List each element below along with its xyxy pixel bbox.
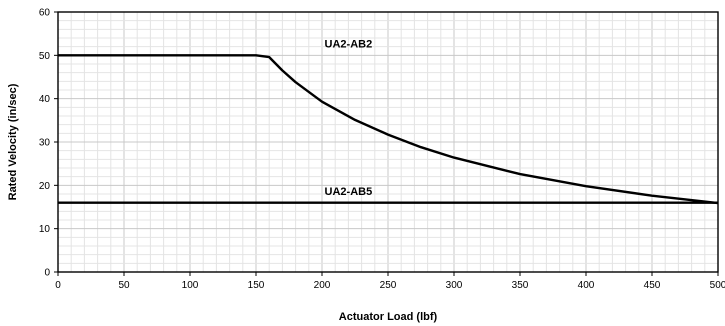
x-tick-label: 400 bbox=[578, 280, 595, 291]
series-label-ua2-ab2: UA2-AB2 bbox=[325, 39, 373, 51]
x-axis-ticks: 0 50 100 150 200 250 300 350 400 450 500 bbox=[55, 272, 725, 291]
y-tick-label: 0 bbox=[44, 268, 50, 279]
x-tick-label: 500 bbox=[710, 280, 725, 291]
x-tick-label: 250 bbox=[380, 280, 397, 291]
x-axis-label: Actuator Load (lbf) bbox=[339, 311, 438, 323]
y-tick-label: 10 bbox=[39, 224, 51, 235]
x-tick-label: 450 bbox=[644, 280, 661, 291]
series-label-ua2-ab5: UA2-AB5 bbox=[325, 186, 373, 198]
y-tick-label: 20 bbox=[39, 181, 51, 192]
x-tick-label: 200 bbox=[314, 280, 331, 291]
y-tick-label: 50 bbox=[39, 51, 51, 62]
x-tick-label: 300 bbox=[446, 280, 463, 291]
y-tick-label: 40 bbox=[39, 94, 51, 105]
y-tick-label: 60 bbox=[39, 8, 51, 19]
x-tick-label: 350 bbox=[512, 280, 529, 291]
series-line-ua2-ab2 bbox=[58, 54, 719, 205]
y-axis-label: Rated Velocity (in/sec) bbox=[7, 83, 19, 200]
x-tick-label: 100 bbox=[182, 280, 199, 291]
x-tick-label: 0 bbox=[55, 280, 61, 291]
series-labels: UA2-AB2 UA2-AB5 bbox=[325, 39, 373, 198]
grid bbox=[58, 12, 718, 272]
x-tick-label: 150 bbox=[248, 280, 265, 291]
x-tick-label: 50 bbox=[118, 280, 130, 291]
y-tick-label: 30 bbox=[39, 138, 51, 149]
series-lines bbox=[58, 54, 719, 205]
y-axis-ticks: 0 10 20 30 40 50 60 bbox=[39, 8, 58, 279]
